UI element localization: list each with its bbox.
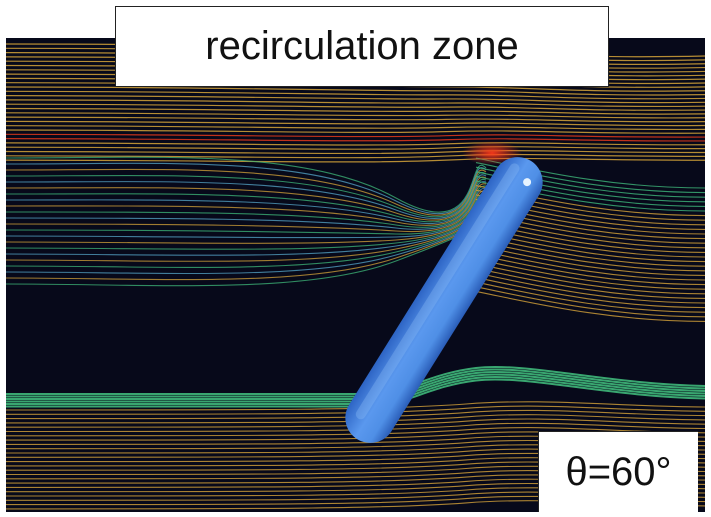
streamline (6, 156, 487, 213)
streamline (475, 272, 705, 304)
streamline (6, 99, 705, 108)
streamline (6, 171, 487, 218)
angle-label: θ=60° (538, 431, 698, 512)
streamline (6, 116, 705, 123)
streamline (6, 168, 487, 216)
streamline (475, 281, 705, 313)
streamline (6, 142, 705, 146)
streamline (475, 162, 705, 194)
streamline (6, 181, 487, 225)
streamline (475, 267, 705, 299)
streamline (6, 183, 487, 226)
streamline (6, 427, 705, 437)
stagnation-hotspot (462, 141, 522, 165)
streamline (6, 422, 705, 433)
streamline (6, 95, 705, 104)
streamline (6, 418, 705, 428)
streamline (6, 153, 705, 159)
streamline (475, 263, 705, 295)
streamline (6, 103, 705, 111)
streamline (6, 162, 487, 215)
streamline (6, 174, 487, 219)
streamline (6, 86, 705, 96)
streamline (6, 150, 705, 155)
streamline (6, 176, 487, 221)
streamline (6, 107, 705, 115)
streamline (475, 290, 705, 322)
streamline (475, 277, 705, 309)
streamline (6, 189, 487, 233)
inclined-cylinder (345, 157, 543, 443)
streamline (6, 138, 705, 142)
streamline (6, 187, 487, 230)
streamline (6, 146, 705, 150)
streamline (6, 405, 705, 415)
streamline (6, 185, 487, 228)
streamline (6, 90, 705, 100)
streamline (6, 133, 705, 138)
streamline (6, 129, 705, 134)
streamline (6, 112, 705, 119)
streamline (6, 414, 705, 424)
streamline (6, 409, 705, 420)
title-label: recirculation zone (115, 6, 609, 87)
streamline (6, 120, 705, 127)
streamline (6, 125, 705, 131)
streamline (6, 401, 705, 411)
streamline (6, 178, 487, 223)
streamline (6, 157, 705, 163)
streamline (475, 286, 705, 318)
